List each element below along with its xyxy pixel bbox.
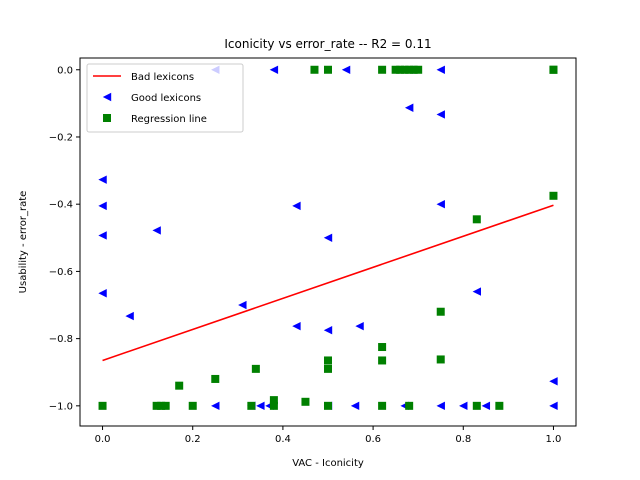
- triangle-point: [355, 321, 364, 331]
- square-point: [549, 65, 558, 74]
- y-tick-label: −0.4: [49, 200, 73, 211]
- triangle-point: [404, 103, 414, 112]
- x-tick-label: 0.0: [95, 434, 111, 445]
- triangle-point: [98, 201, 107, 211]
- square-point: [324, 401, 332, 410]
- square-point: [405, 401, 414, 410]
- triangle-point: [256, 401, 265, 411]
- plot-area: [98, 65, 558, 411]
- chart-title: Iconicity vs error_rate -- R2 = 0.11: [224, 37, 431, 51]
- square-point: [549, 191, 558, 200]
- square-point: [396, 65, 405, 74]
- x-tick-label: 1.0: [546, 434, 562, 445]
- triangle-point: [436, 199, 445, 209]
- triangle-point: [211, 401, 220, 411]
- square-point: [378, 65, 387, 74]
- y-tick-label: −0.8: [49, 334, 73, 345]
- square-point: [269, 401, 278, 410]
- axes: 0.0 0.2 0.4 0.6 0.8 1.0 0.0 −0.2 −0.4 −0.6 −0.8 −1.…: [49, 57, 577, 445]
- square-point: [436, 307, 445, 316]
- triangle-point: [323, 233, 333, 242]
- x-tick-label: 0.4: [275, 434, 291, 445]
- triangle-point: [341, 65, 351, 74]
- triangle-point: [436, 401, 445, 411]
- triangle-point: [481, 401, 491, 411]
- square-point: [188, 401, 197, 410]
- triangle-point: [98, 231, 107, 240]
- square-point: [175, 381, 184, 390]
- triangle-point: [125, 311, 134, 321]
- triangle-point: [292, 201, 301, 211]
- triangle-point: [436, 110, 445, 119]
- x-tick-label: 0.2: [185, 434, 201, 445]
- triangle-point: [152, 226, 161, 235]
- fit-line: [102, 204, 554, 362]
- y-tick-label: −1.0: [49, 401, 73, 412]
- triangle-point: [323, 326, 333, 335]
- legend: Bad lexicons Good lexicons Regression line: [86, 63, 244, 133]
- y-axis-label: Usability - error_rate: [18, 191, 29, 294]
- square-point: [161, 401, 170, 410]
- square-point: [378, 401, 387, 410]
- square-point: [436, 355, 445, 364]
- square-point: [269, 396, 278, 405]
- triangle-point: [98, 175, 107, 184]
- square-point: [405, 65, 414, 74]
- square-point: [324, 356, 332, 365]
- triangle-point: [549, 401, 558, 411]
- square-point: [157, 401, 166, 410]
- square-point: [378, 356, 387, 365]
- square-point: [247, 401, 256, 410]
- square-point: [400, 65, 409, 74]
- x-tick-label: 0.8: [455, 434, 471, 445]
- triangle-point: [238, 300, 247, 310]
- triangle-point: [350, 401, 360, 411]
- legend-label: Bad lexicons: [131, 72, 194, 83]
- y-tick-label: −0.6: [49, 267, 73, 278]
- square-point: [211, 374, 220, 383]
- square-point: [409, 65, 418, 74]
- square-point: [414, 65, 423, 74]
- square-point: [495, 401, 504, 410]
- square-point: [324, 364, 332, 373]
- legend-marker: [103, 114, 111, 122]
- y-tick-label: −0.2: [49, 132, 73, 143]
- triangle-point: [549, 377, 558, 386]
- legend-box: [86, 63, 244, 133]
- square-point: [378, 343, 387, 352]
- square-point: [310, 65, 319, 74]
- square-point: [98, 401, 107, 410]
- legend-label: Regression line: [131, 114, 207, 125]
- square-point: [301, 397, 310, 406]
- square-point: [152, 401, 161, 410]
- x-tick-label: 0.6: [365, 434, 381, 445]
- legend-label: Good lexicons: [131, 93, 201, 104]
- x-axis-label: VAC - Iconicity: [292, 458, 364, 469]
- axes-frame: [79, 57, 577, 427]
- triangle-point: [98, 289, 107, 298]
- square-point: [251, 364, 260, 373]
- y-tick-label: 0.0: [57, 65, 73, 76]
- legend-marker: [102, 92, 112, 102]
- square-point: [324, 65, 332, 74]
- triangle-point: [269, 65, 279, 74]
- square-point: [472, 215, 481, 224]
- triangle-point: [459, 401, 468, 411]
- triangle-point: [472, 287, 481, 296]
- square-point: [391, 65, 400, 74]
- triangle-point: [292, 321, 301, 331]
- triangle-point: [436, 65, 445, 74]
- square-point: [472, 401, 481, 410]
